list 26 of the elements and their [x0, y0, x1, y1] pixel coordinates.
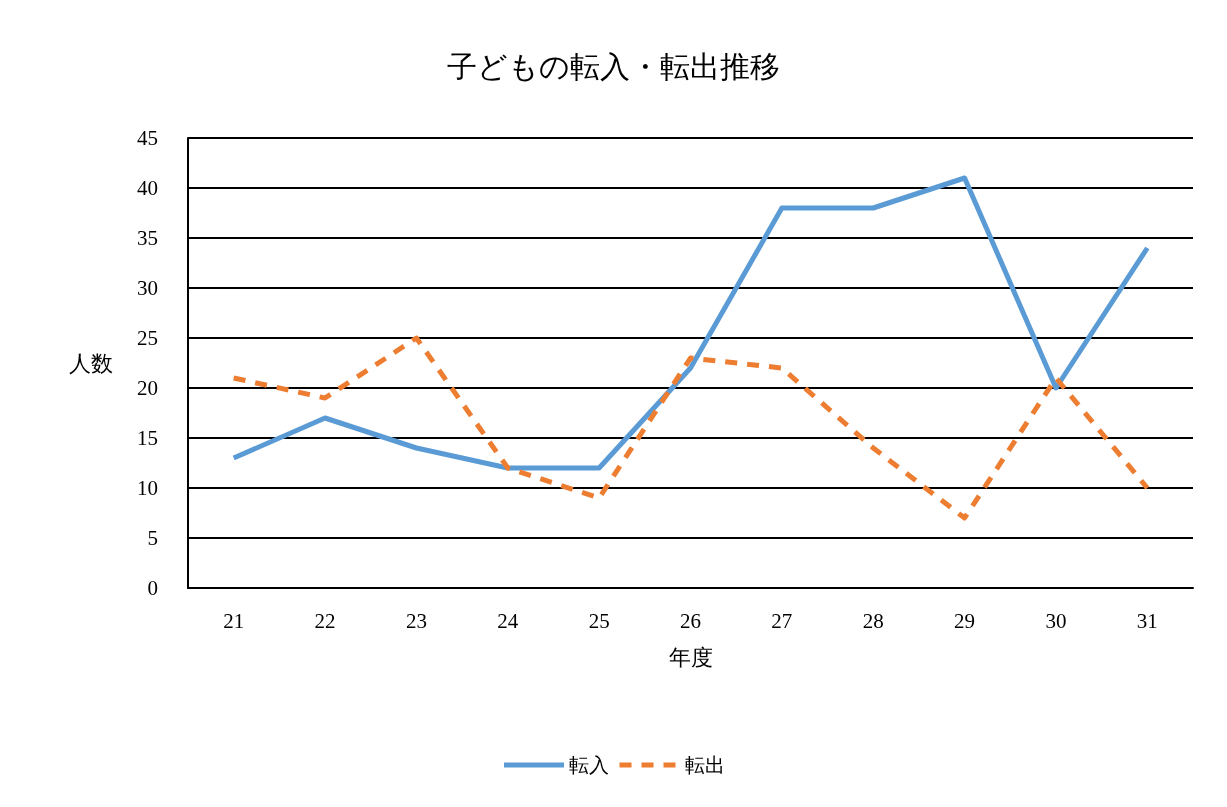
y-tick-label: 5 — [147, 526, 158, 550]
x-tick-label: 27 — [771, 608, 793, 633]
y-tick-label: 25 — [137, 326, 158, 350]
y-axis-title: 人数 — [69, 350, 113, 376]
x-tick-label: 22 — [314, 608, 336, 633]
x-tick-label: 24 — [497, 608, 519, 633]
legend-label: 転入 — [569, 754, 609, 776]
x-axis-title: 年度 — [668, 644, 713, 670]
x-tick-label: 29 — [954, 608, 976, 633]
y-tick-label: 15 — [137, 426, 158, 450]
x-tick-label: 25 — [588, 608, 610, 633]
y-tick-label: 35 — [137, 226, 158, 250]
x-tick-label: 23 — [405, 608, 427, 633]
x-tick-label: 30 — [1045, 608, 1067, 633]
x-tick-label: 31 — [1136, 608, 1158, 633]
chart-title: 子どもの転入・転出推移 — [446, 49, 780, 83]
y-tick-label: 30 — [137, 276, 158, 300]
x-tick-label: 21 — [223, 608, 245, 633]
y-tick-label: 0 — [147, 576, 158, 600]
x-tick-label: 28 — [862, 608, 884, 633]
legend-label: 転出 — [684, 754, 725, 776]
y-tick-label: 40 — [137, 176, 158, 200]
x-tick-label: 26 — [680, 608, 701, 633]
y-tick-label: 20 — [137, 376, 158, 400]
y-tick-label: 45 — [137, 126, 158, 150]
y-tick-label: 10 — [137, 476, 158, 500]
